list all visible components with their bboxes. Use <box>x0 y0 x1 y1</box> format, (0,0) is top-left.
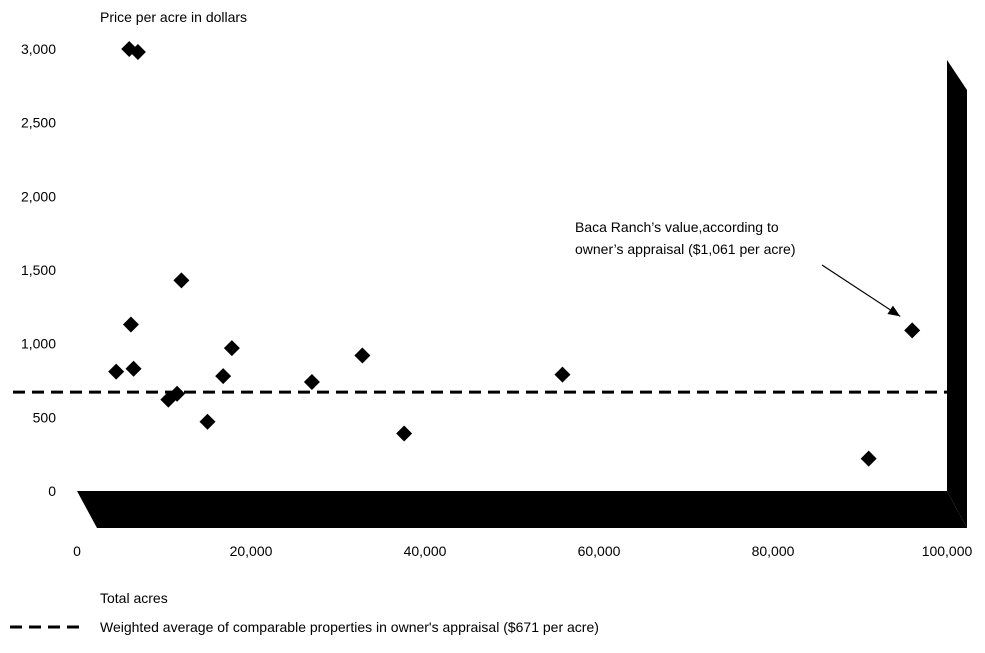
y-tick-label: 2,000 <box>21 188 56 204</box>
annotation-arrow <box>821 264 901 317</box>
data-point <box>223 340 240 357</box>
chart-floor <box>77 491 967 528</box>
y-tick-label: 1,500 <box>21 262 56 278</box>
y-axis-title: Price per acre in dollars <box>100 9 247 25</box>
legend-label: Weighted average of comparable propertie… <box>100 619 599 635</box>
y-tick-label: 0 <box>48 483 56 499</box>
data-point <box>125 360 142 377</box>
data-point <box>354 347 371 364</box>
chart-back-wall <box>947 60 967 528</box>
data-point <box>554 366 571 383</box>
y-tick-label: 1,000 <box>21 336 56 352</box>
x-tick-labels: 0 20,000 40,000 60,000 80,000 100,000 <box>73 543 972 559</box>
x-tick-label: 0 <box>73 543 81 559</box>
x-tick-label: 80,000 <box>752 543 795 559</box>
y-tick-label: 2,500 <box>21 115 56 131</box>
data-point <box>169 385 186 402</box>
y-tick-labels: 0 500 1,000 1,500 2,000 2,500 3,000 <box>21 41 56 499</box>
y-tick-label: 3,000 <box>21 41 56 57</box>
x-axis-title: Total acres <box>100 590 168 606</box>
data-points <box>108 41 921 467</box>
x-tick-label: 100,000 <box>922 543 973 559</box>
x-tick-label: 60,000 <box>578 543 621 559</box>
annotation-line-2: owner’s appraisal ($1,061 per acre) <box>575 241 796 257</box>
data-point <box>122 316 139 333</box>
y-tick-label: 500 <box>33 409 57 425</box>
data-point <box>173 272 190 289</box>
annotation-line-1: Baca Ranch’s value,according to <box>575 219 779 235</box>
data-point <box>108 363 125 380</box>
data-point <box>199 413 216 430</box>
annotation-arrowhead <box>887 305 901 317</box>
data-point <box>303 373 320 390</box>
data-point <box>396 425 413 442</box>
x-tick-label: 40,000 <box>404 543 447 559</box>
data-point <box>860 450 877 467</box>
data-point <box>215 368 232 385</box>
data-point <box>129 43 146 60</box>
x-tick-label: 20,000 <box>230 543 273 559</box>
data-point <box>904 322 921 339</box>
